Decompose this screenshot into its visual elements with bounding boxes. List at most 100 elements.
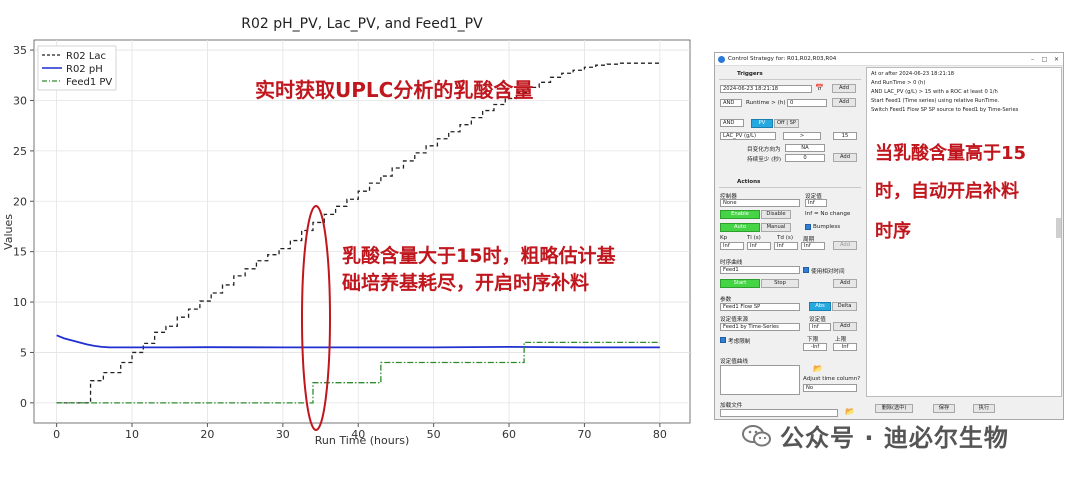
load-file-field[interactable]: [720, 409, 838, 417]
upper-field[interactable]: Inf: [833, 343, 857, 351]
timeseries-start-button[interactable]: Start: [720, 279, 760, 288]
y-tick-label: 20: [13, 195, 27, 208]
y-axis-ticks: 0 5 10 15 20 25 30 35: [13, 44, 34, 410]
and-select[interactable]: AND: [720, 99, 742, 107]
runtime-label: Runtime > (h): [746, 100, 786, 106]
chart-grid: [34, 40, 690, 423]
line-chart: 0 10 20 30 40 50 60 70 80 0 5 10 15 20 25 30 35 R02 pH_…: [2, 16, 691, 447]
lac-select[interactable]: LAC_PV (g/L): [720, 132, 776, 140]
folder-open-icon[interactable]: 📂: [813, 364, 823, 373]
x-tick-label: 10: [125, 428, 139, 441]
source-label: 设定值来源: [720, 317, 748, 323]
x-tick-label: 70: [577, 428, 591, 441]
calendar-icon[interactable]: 📅: [815, 84, 824, 92]
offsp-toggle[interactable]: Off | SP: [774, 119, 799, 128]
param-add-button[interactable]: Add: [833, 322, 857, 331]
dialog-titlebar: Control Strategy for: R01,R02,R03,R04 – …: [715, 53, 1063, 66]
runtime-add-button[interactable]: Add: [832, 98, 856, 107]
timeseries-select[interactable]: Feed1: [720, 266, 800, 274]
load-folder-icon[interactable]: 📂: [845, 407, 855, 416]
close-icon[interactable]: ✕: [1053, 56, 1060, 63]
limit-checkbox[interactable]: [720, 337, 726, 343]
delta-toggle[interactable]: Delta: [832, 302, 857, 311]
ti-field[interactable]: Inf: [747, 242, 771, 250]
operator-select[interactable]: >: [783, 132, 821, 140]
minimize-icon[interactable]: –: [1031, 56, 1034, 63]
series-line-r02-lac: [56, 62, 660, 404]
source-select[interactable]: Feed1 by Time-Series: [720, 323, 800, 331]
x-tick-label: 30: [276, 428, 290, 441]
setval-field[interactable]: Inf: [809, 323, 831, 331]
legend-label-lac: R02 Lac: [66, 51, 106, 62]
bumpless-checkbox[interactable]: [805, 224, 811, 230]
manual-button[interactable]: Manual: [761, 223, 791, 232]
log-line: Start Feed1 (Time series) using relative…: [871, 98, 1000, 104]
timeseries-add-button[interactable]: Add: [833, 279, 857, 288]
annotation-top: 实时获取UPLC分析的乳酸含量: [255, 78, 533, 102]
x-axis-ticks: 0 10 20 30 40 50 60 70 80: [53, 423, 667, 441]
pv-toggle[interactable]: PV: [751, 119, 773, 128]
trigger-date-add-button[interactable]: Add: [832, 84, 856, 93]
td-field[interactable]: Inf: [774, 242, 798, 250]
triggers-header: Triggers: [737, 71, 763, 77]
save-button[interactable]: 保存: [933, 404, 955, 413]
disable-button[interactable]: Disable: [761, 210, 791, 219]
duration-label: 持续至少 (秒): [747, 157, 782, 163]
lower-field[interactable]: -Inf: [803, 343, 827, 351]
setpoint-label: 设定值: [805, 194, 822, 200]
x-tick-label: 50: [427, 428, 441, 441]
timeseries-label: 时序曲线: [720, 260, 743, 266]
annotation-mid-2: 础培养基耗尽，开启时序补料: [342, 271, 589, 294]
y-tick-label: 15: [13, 246, 27, 259]
strategy-log-panel[interactable]: At or after 2024-06-23 18:21:18 And RunT…: [866, 67, 1062, 397]
log-scrollbar[interactable]: [1056, 218, 1061, 238]
x-tick-label: 80: [653, 428, 667, 441]
y-tick-label: 35: [13, 44, 27, 57]
delete-selected-button[interactable]: 删除(选中): [875, 404, 913, 413]
timeseries-stop-button[interactable]: Stop: [761, 279, 799, 288]
setval-label: 设定值: [809, 317, 826, 323]
actions-header: Actions: [737, 179, 761, 185]
auto-button[interactable]: Auto: [720, 223, 760, 232]
param-select[interactable]: Feed1 Flow SP: [720, 303, 800, 311]
run-button[interactable]: 执行: [973, 404, 995, 413]
y-axis-label: Values: [2, 214, 15, 250]
log-line: Switch Feed1 Flow SP SP source to Feed1 …: [871, 107, 1019, 113]
period-label: 周期: [803, 237, 815, 243]
pid-add-button[interactable]: Add: [833, 241, 857, 250]
x-tick-label: 0: [53, 428, 60, 441]
trigger-add-button[interactable]: Add: [833, 153, 857, 162]
adjust-time-select[interactable]: No: [803, 384, 857, 392]
dialog-title: Control Strategy for: R01,R02,R03,R04: [728, 56, 837, 62]
controller-select[interactable]: None: [720, 199, 800, 207]
threshold-field[interactable]: 15: [833, 132, 857, 140]
y-tick-label: 25: [13, 145, 27, 158]
series-layer: [56, 62, 660, 404]
log-line: And RunTime > 0 (h): [871, 80, 926, 86]
chart-title: R02 pH_PV, Lac_PV, and Feed1_PV: [241, 16, 483, 32]
duration-field[interactable]: 0: [785, 154, 825, 162]
y-tick-label: 0: [20, 397, 27, 410]
inf-note: Inf = No change: [805, 211, 851, 217]
setpoint-field[interactable]: Inf: [805, 199, 827, 207]
plot-area: [33, 39, 691, 424]
adjust-time-label: Adjust time column?: [803, 376, 861, 382]
x-axis-label: Run Time (hours): [315, 434, 410, 447]
abs-toggle[interactable]: Abs: [809, 302, 831, 311]
load-file-label: 加载文件: [720, 403, 743, 409]
watermark: 公众号 · 迪必尔生物: [742, 418, 1009, 453]
enable-button[interactable]: Enable: [720, 210, 760, 219]
wechat-icon: [742, 424, 771, 446]
roc-select[interactable]: NA: [785, 144, 825, 152]
curve-table[interactable]: [720, 365, 800, 395]
and2-select[interactable]: AND: [720, 119, 744, 127]
maximize-icon[interactable]: □: [1041, 56, 1048, 63]
relative-time-checkbox[interactable]: [803, 267, 809, 273]
upper-label: 上限: [835, 337, 847, 343]
y-tick-label: 5: [20, 346, 27, 359]
trigger-date-field[interactable]: 2024-06-23 18:21:18: [720, 85, 812, 93]
period-field[interactable]: Inf: [801, 242, 825, 250]
relative-time-label: 使用相对时间: [811, 269, 845, 275]
runtime-field[interactable]: 0: [787, 99, 827, 107]
kp-field[interactable]: Inf: [720, 242, 744, 250]
